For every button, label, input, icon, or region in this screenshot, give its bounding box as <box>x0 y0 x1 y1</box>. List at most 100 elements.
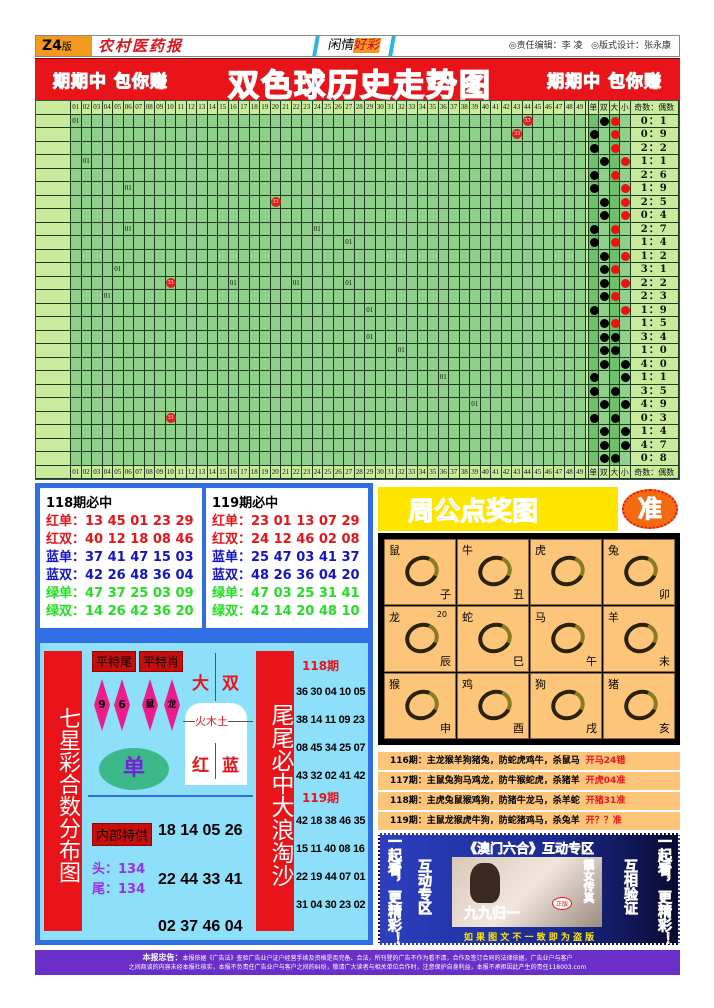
grid-cell <box>312 371 323 385</box>
grid-cell <box>260 425 271 439</box>
attr-cell <box>588 371 599 385</box>
grid-cell <box>228 209 239 223</box>
grid-cell <box>428 276 439 290</box>
grid-cell <box>239 249 250 263</box>
grid-cell <box>176 141 187 155</box>
grid-cell <box>92 236 103 250</box>
ad-right-inner: 互相验证 <box>622 859 639 916</box>
grid-cell <box>375 425 386 439</box>
grid-cell <box>333 330 344 344</box>
grid-cell <box>239 384 250 398</box>
edition-number: Z4 <box>42 38 62 54</box>
grid-cell <box>323 452 334 466</box>
grid-cell <box>92 398 103 412</box>
grid-cell <box>197 425 208 439</box>
earthly-branch: 丑 <box>513 588 524 601</box>
grid-cell <box>375 290 386 304</box>
grid-cell <box>123 141 134 155</box>
grid-cell <box>354 249 365 263</box>
earthly-branch: 子 <box>440 588 451 601</box>
grid-cell <box>260 195 271 209</box>
grid-cell <box>501 155 512 169</box>
grid-cell <box>186 452 197 466</box>
grid-cell <box>491 141 502 155</box>
grid-cell <box>564 384 575 398</box>
grid-cell <box>228 411 239 425</box>
grid-cell <box>239 303 250 317</box>
left-panel: 118期必中 红单：13 45 01 23 29 红双：40 12 18 08 46… <box>35 483 373 945</box>
black-dot <box>600 292 609 301</box>
grid-cell <box>533 425 544 439</box>
grid-cell <box>186 182 197 196</box>
grid-cell <box>533 357 544 371</box>
grid-cell <box>176 182 187 196</box>
grid-cell <box>480 425 491 439</box>
black-dot <box>621 373 630 382</box>
pick-label: 绿双： <box>212 604 252 619</box>
pick-box-119: 119期必中 红单：23 01 13 07 29 红双：24 12 46 02 08… <box>206 488 368 628</box>
grid-cell <box>407 168 418 182</box>
black-dot <box>589 224 599 234</box>
zodiac-cell: 龙 20 辰 <box>384 606 456 672</box>
grid-cell <box>407 411 418 425</box>
grid-cell <box>449 371 460 385</box>
grid-cell <box>512 384 523 398</box>
grid-cell <box>354 195 365 209</box>
grid-cell <box>365 236 376 250</box>
grid-cell <box>512 155 523 169</box>
grid-cell <box>428 168 439 182</box>
grid-cell <box>123 398 134 412</box>
column-header-number: 28 <box>354 101 365 115</box>
grid-cell <box>165 452 176 466</box>
attr-cell <box>609 411 620 425</box>
grid-cell <box>386 452 397 466</box>
pick-label: 蓝双： <box>212 568 252 583</box>
prediction-row: 119期：主鼠龙猴虎牛狗，防蛇猪鸡马，杀兔羊 开？？准 <box>378 812 680 830</box>
row-label-cell <box>36 290 71 304</box>
grid-cell <box>113 155 124 169</box>
photo-caption: 靓女传真 <box>582 859 596 904</box>
grid-cell <box>134 317 145 331</box>
black-dot <box>600 211 609 220</box>
grid-cell <box>113 411 124 425</box>
grid-cell <box>333 303 344 317</box>
grid-cell <box>207 411 218 425</box>
grid-cell <box>302 236 313 250</box>
zodiac-cell: 蛇巳 <box>457 606 529 672</box>
grid-cell <box>522 398 533 412</box>
grid-cell <box>312 425 323 439</box>
column-header-number: 35 <box>428 101 439 115</box>
grid-cell <box>365 384 376 398</box>
grid-cell <box>312 398 323 412</box>
grid-cell <box>155 276 166 290</box>
grid-cell <box>228 155 239 169</box>
grid-cell <box>417 303 428 317</box>
grid-cell <box>480 290 491 304</box>
grid-cell <box>123 263 134 277</box>
attr-cell <box>588 209 599 223</box>
grid-cell <box>239 195 250 209</box>
grid-cell <box>134 249 145 263</box>
grid-cell <box>186 357 197 371</box>
grid-cell <box>71 209 82 223</box>
grid-cell <box>501 290 512 304</box>
grid-cell <box>281 182 292 196</box>
grid-cell <box>144 168 155 182</box>
earthly-branch: 辰 <box>440 655 451 668</box>
grid-cell <box>470 263 481 277</box>
grid-cell <box>176 384 187 398</box>
grid-cell <box>396 236 407 250</box>
grid-cell <box>155 357 166 371</box>
column-footer-number: 35 <box>428 465 439 479</box>
column-header-number: 38 <box>459 101 470 115</box>
grid-cell <box>92 330 103 344</box>
grid-cell <box>281 411 292 425</box>
grid-cell <box>512 141 523 155</box>
grid-cell <box>323 357 334 371</box>
grid-cell <box>428 425 439 439</box>
grid-cell <box>155 155 166 169</box>
grid-cell <box>249 344 260 358</box>
grid-cell <box>302 452 313 466</box>
column-footer-number: 39 <box>470 465 481 479</box>
attr-cell <box>620 384 631 398</box>
